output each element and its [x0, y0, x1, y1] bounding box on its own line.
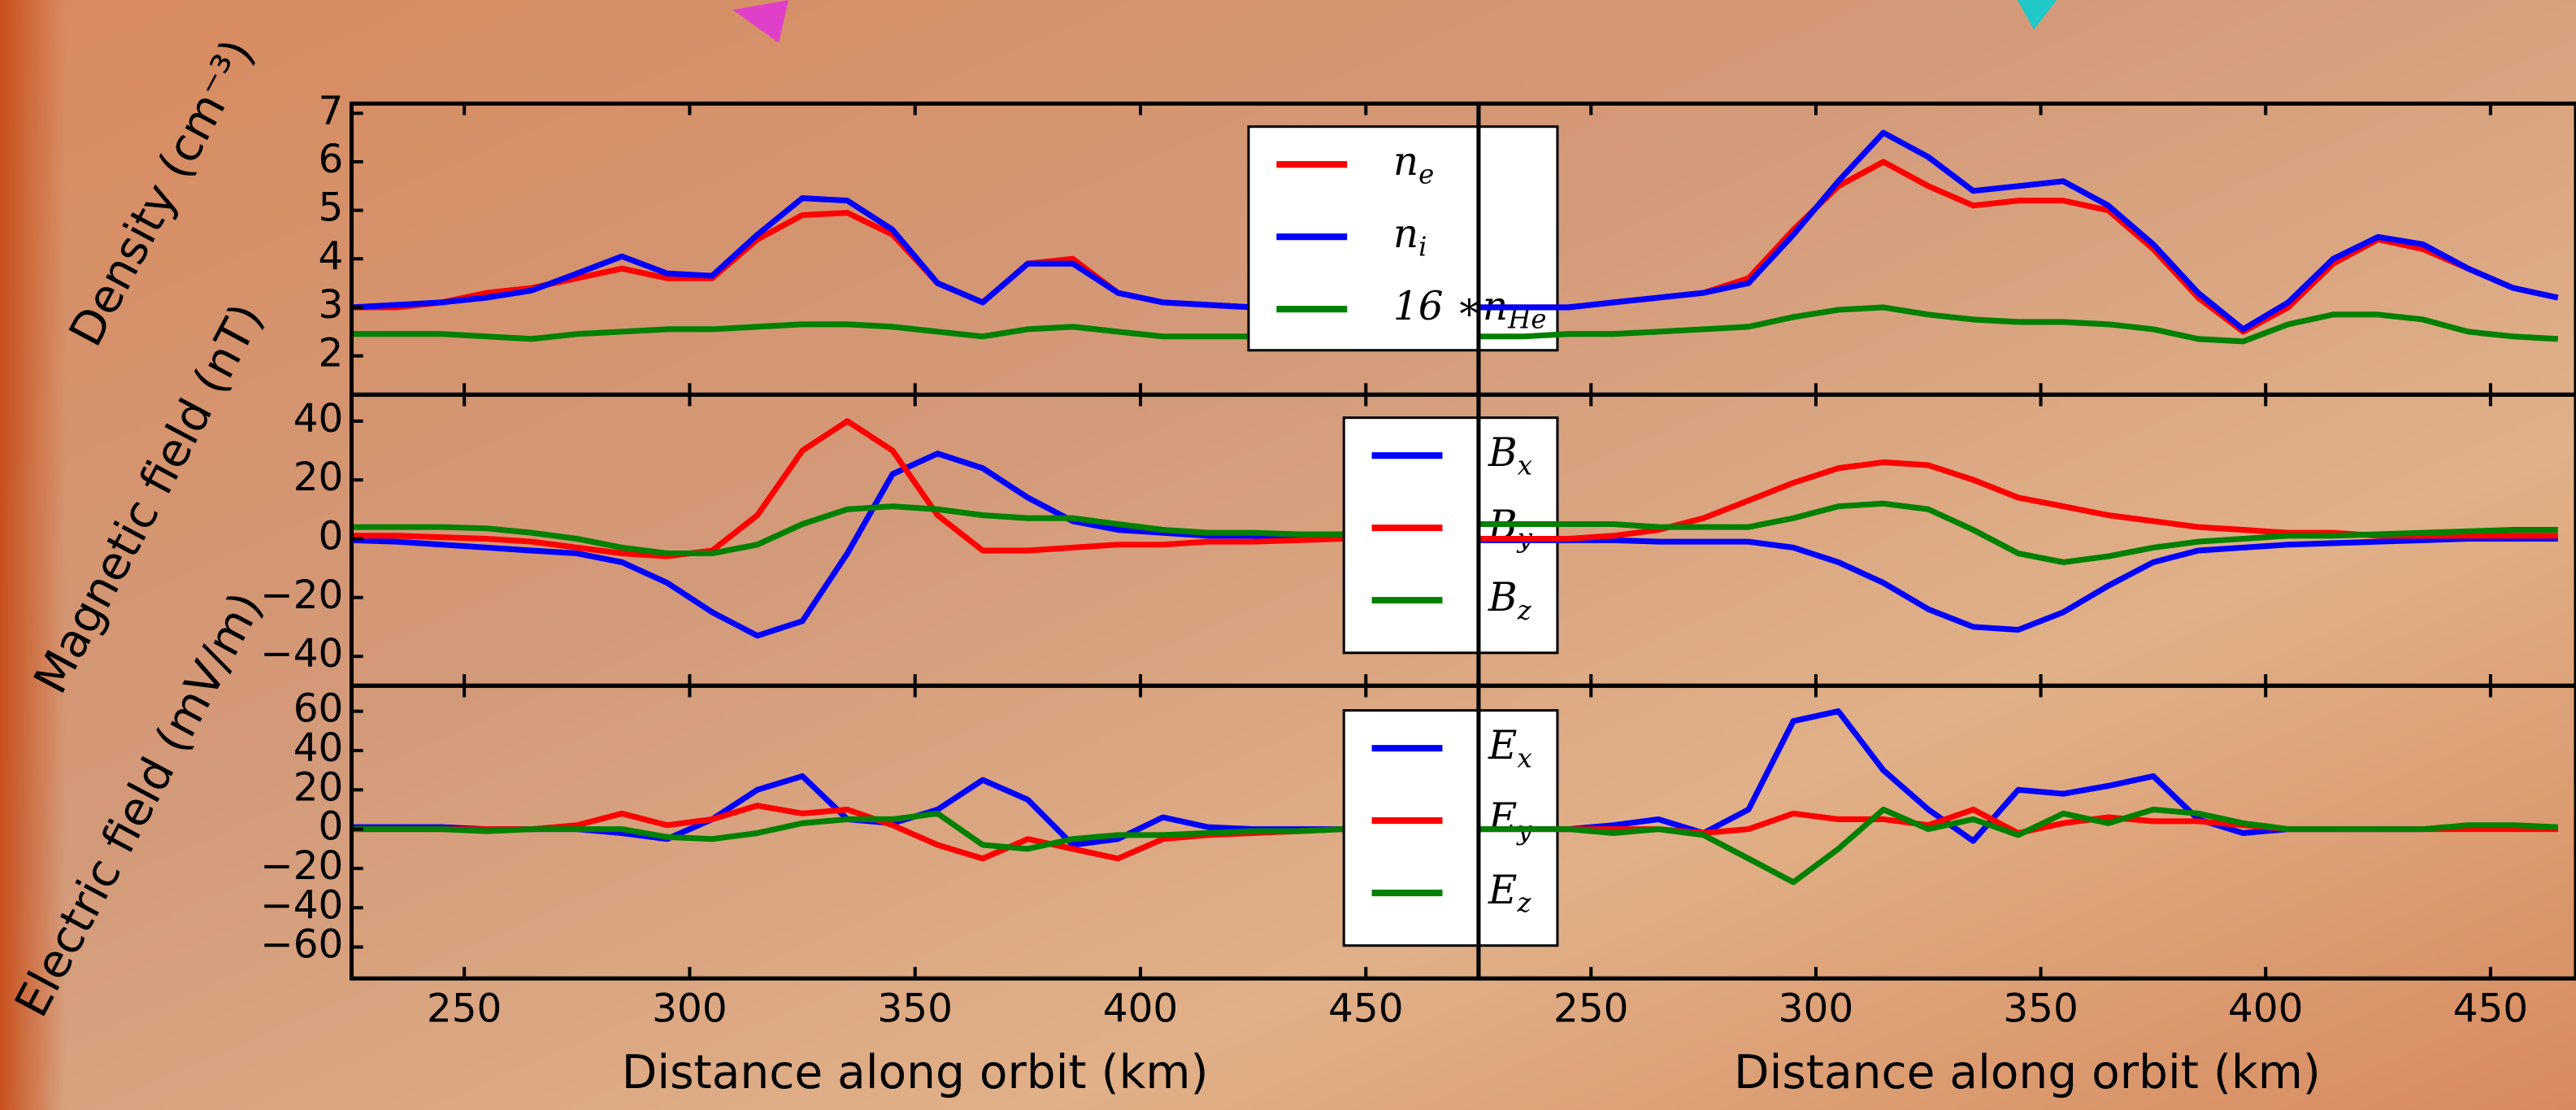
x-tick-label: 450 — [2453, 986, 2529, 1032]
x-tick-label: 250 — [1553, 986, 1629, 1032]
x-tick-label: 350 — [877, 986, 953, 1032]
legend-label: Ez — [1488, 868, 1531, 918]
y-tick-label: −40 — [260, 882, 343, 928]
series-line — [351, 503, 1479, 557]
x-tick-label: 300 — [652, 986, 728, 1032]
y-tick-label: 40 — [293, 396, 344, 442]
legend-label: ni — [1393, 211, 1427, 262]
series-line — [1478, 535, 2558, 633]
y-tick-label: −20 — [260, 843, 343, 889]
y-tick-label: −40 — [260, 631, 343, 677]
legend-label: Bx — [1488, 430, 1532, 481]
y-tick-label: 6 — [319, 137, 344, 182]
legend-label: ne — [1393, 139, 1434, 189]
marker — [2017, 0, 2057, 30]
y-tick-label: 5 — [319, 185, 344, 231]
y-tick-label: 4 — [319, 233, 344, 279]
x-tick-label: 400 — [2228, 986, 2304, 1032]
y-tick-label: 0 — [319, 804, 344, 850]
y-tick-label: 40 — [293, 725, 344, 771]
x-tick-label: 250 — [427, 986, 502, 1032]
x-axis-label: Distance along orbit (km) — [622, 1046, 1209, 1099]
y-tick-label: 20 — [293, 455, 344, 500]
x-tick-label: 300 — [1779, 986, 1854, 1032]
legend-label: Ex — [1488, 723, 1532, 773]
series-line — [1478, 807, 2558, 886]
y-tick-label: 0 — [319, 513, 344, 559]
y-tick-label: 20 — [293, 764, 344, 810]
x-tick-label: 350 — [2003, 986, 2079, 1032]
legend-label: Ey — [1488, 795, 1532, 846]
y-tick-label: 60 — [293, 686, 344, 732]
x-tick-label: 450 — [1328, 986, 1404, 1032]
y-tick-label: 3 — [319, 282, 344, 328]
y-tick-label: 7 — [319, 88, 344, 133]
x-axis-label: Distance along orbit (km) — [1734, 1046, 2321, 1099]
marker — [732, 0, 789, 43]
series-line — [351, 451, 1479, 639]
y-tick-label: 2 — [319, 331, 344, 377]
y-tick-label: −60 — [260, 922, 343, 968]
series-line — [1478, 129, 2559, 333]
x-tick-label: 400 — [1103, 986, 1179, 1032]
series-line — [1478, 304, 2558, 345]
plot-frame — [1476, 683, 2576, 981]
series-line — [1478, 500, 2558, 565]
y-tick-label: −20 — [260, 572, 343, 618]
series-line — [351, 418, 1479, 559]
legend-label: Bz — [1488, 575, 1532, 625]
background-edge — [0, 0, 66, 1110]
series-line — [351, 810, 1479, 852]
